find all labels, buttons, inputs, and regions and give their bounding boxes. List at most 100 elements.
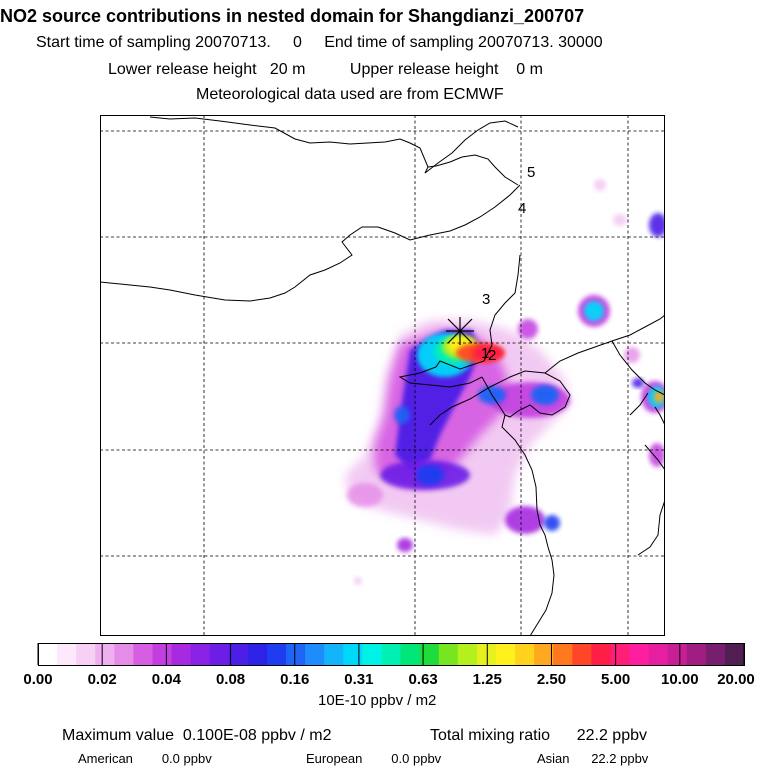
max-label: Maximum value [62, 727, 175, 744]
plume-blob [649, 213, 665, 237]
total-mixing: Total mixing ratio 22.2 ppbv [430, 727, 647, 745]
colorbar-cells [38, 643, 745, 665]
release-heights: Lower release height 20 m Upper release … [108, 61, 543, 79]
colorbar-cell [400, 643, 421, 665]
colorbar-cell [209, 643, 230, 665]
upper-release-value: 0 m [516, 61, 543, 78]
colorbar-cell [648, 643, 669, 665]
colorbar-cell [381, 643, 402, 665]
max-value: Maximum value 0.100E-08 ppbv / m2 [62, 727, 331, 745]
max-number: 0.100E-08 ppbv / m2 [182, 727, 332, 744]
coastline [100, 116, 665, 636]
colorbar-cell [457, 643, 478, 665]
plume-blob [632, 378, 644, 388]
plume-blob [654, 391, 664, 403]
colorbar-cell [515, 643, 535, 665]
total-label: Total mixing ratio [430, 727, 551, 744]
region-name: European [306, 751, 363, 766]
region-european: European 0.0 ppbv [306, 751, 441, 766]
plume-layer [345, 179, 665, 585]
colorbar-cell [534, 643, 554, 665]
colorbar-tick-label: 0.16 [280, 671, 309, 688]
colorbar-tick-label: 1.25 [473, 671, 502, 688]
colorbar-cell [629, 643, 650, 665]
receptor-star-icon [446, 317, 474, 345]
colorbar-cell [171, 643, 192, 665]
plume-blob [544, 515, 560, 531]
total-number: 22.2 ppbv [576, 727, 647, 744]
colorbar-cell [362, 643, 383, 665]
colorbar: 0.00 0.02 0.04 0.08 0.16 0.31 0.63 1.25 2.50 5.00… [23, 643, 755, 688]
colorbar-cell [667, 643, 688, 665]
colorbar-tick-label: 0.02 [88, 671, 117, 688]
site-label-5: 5 [527, 164, 535, 181]
colorbar-unit: 10E-10 ppbv / m2 [318, 692, 437, 709]
colorbar-cell [305, 643, 325, 665]
site-label-2: 2 [488, 347, 496, 364]
plume-blob [531, 385, 559, 405]
colorbar-cell [705, 643, 726, 665]
plume-blob [624, 347, 640, 363]
colorbar-tick-label: 0.08 [216, 671, 245, 688]
site-label-4: 4 [518, 200, 526, 217]
colorbar-cell [190, 643, 211, 665]
colorbar-tick-labels: 0.00 0.02 0.04 0.08 0.16 0.31 0.63 1.25 2.50 5.00… [23, 671, 754, 688]
region-name: American [78, 751, 133, 766]
plume-blob [354, 577, 362, 585]
chart-title: NO2 source contributions in nested domai… [0, 6, 585, 26]
contribution-map: 1 2 3 4 5 [100, 115, 665, 636]
colorbar-cell [266, 643, 287, 665]
colorbar-tick-label: 10.00 [661, 671, 699, 688]
plume-blob [649, 443, 665, 467]
region-value: 0.0 ppbv [391, 751, 442, 766]
lower-release-label: Lower release height [108, 61, 257, 78]
region-american: American 0.0 ppbv [78, 751, 212, 766]
start-label: Start time of sampling 20070713. [36, 34, 271, 51]
sampling-times: Start time of sampling 20070713. 0 End t… [36, 34, 603, 52]
colorbar-cell [419, 643, 440, 665]
colorbar-cell [591, 643, 612, 665]
colorbar-cell [57, 643, 77, 665]
met-note: Meteorological data used are from ECMWF [196, 86, 504, 103]
plume-blob [594, 179, 606, 191]
plume-blob [397, 538, 413, 552]
colorbar-cell [228, 643, 249, 665]
plume-blob [584, 301, 604, 321]
colorbar-tick-label: 5.00 [601, 671, 630, 688]
colorbar-tick-label: 0.04 [152, 671, 182, 688]
colorbar-tick-label: 2.50 [537, 671, 566, 688]
lat-lon-grid [100, 115, 665, 636]
region-asian: Asian 22.2 ppbv [537, 751, 648, 766]
colorbar-tick-label: 0.00 [23, 671, 52, 688]
colorbar-cell [114, 643, 134, 665]
colorbar-cell [38, 643, 58, 665]
plume-blob [613, 214, 627, 226]
colorbar-cell [286, 643, 306, 665]
site-label-3: 3 [482, 291, 490, 308]
colorbar-cell [247, 643, 268, 665]
region-value: 0.0 ppbv [161, 751, 212, 766]
colorbar-cell [343, 643, 363, 665]
colorbar-cell [133, 643, 154, 665]
colorbar-cell [553, 643, 573, 665]
upper-release-label: Upper release height [349, 61, 499, 78]
colorbar-cell [572, 643, 592, 665]
colorbar-cell [152, 643, 173, 665]
colorbar-cell [610, 643, 631, 665]
lower-release-value: 20 m [269, 61, 306, 78]
colorbar-tick-label: 0.31 [344, 671, 373, 688]
colorbar-cell [724, 643, 745, 665]
colorbar-cell [76, 643, 96, 665]
region-name: Asian [537, 751, 570, 766]
plume-blob [505, 506, 545, 534]
plume-blob [518, 319, 538, 339]
colorbar-cell [476, 643, 497, 665]
colorbar-cell [438, 643, 459, 665]
colorbar-tick-label: 20.00 [717, 671, 755, 688]
plume-blob [416, 465, 444, 485]
site-label-1: 1 [481, 345, 489, 362]
colorbar-tick-label: 0.63 [408, 671, 437, 688]
plume-blob [347, 483, 383, 507]
region-value: 22.2 ppbv [591, 751, 649, 766]
end-label: End time of sampling 20070713. 30000 [324, 34, 603, 51]
